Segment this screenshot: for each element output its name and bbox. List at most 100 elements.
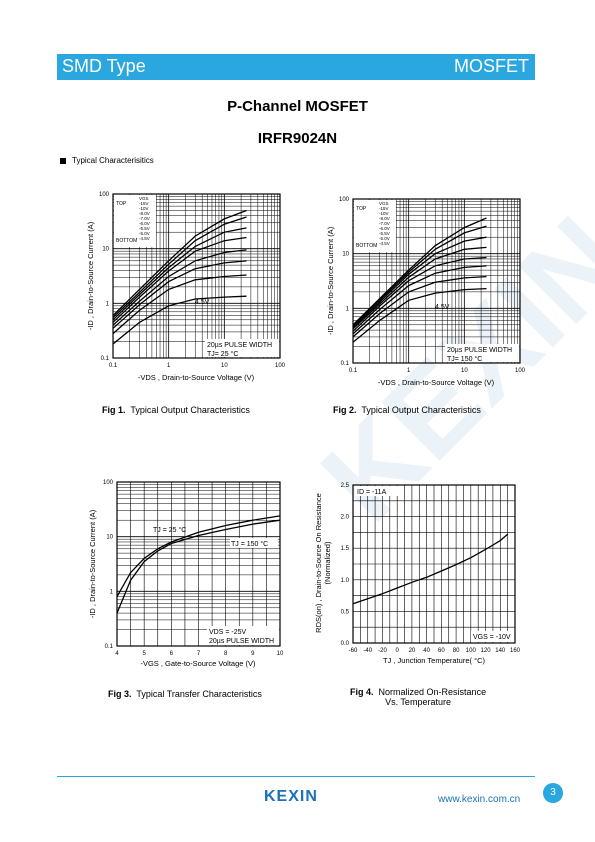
series-line [112, 295, 247, 345]
annotation-id: ID = -11A [357, 489, 387, 496]
legend-head: VGS [139, 196, 149, 201]
note-pulse: 20µs PULSE WIDTH [207, 342, 272, 349]
x-tick-label: 60 [438, 648, 445, 654]
y-tick-label: 0.1 [341, 361, 350, 367]
y-tick-label: 0.1 [101, 356, 110, 362]
bullet-square-icon [60, 157, 66, 164]
series-line [112, 249, 247, 326]
footer-url[interactable]: www.kexin.com.cn [438, 794, 521, 805]
x-tick-label: 7 [197, 651, 201, 657]
header-left: SMD Type [62, 56, 146, 76]
x-tick-label: 80 [453, 648, 460, 654]
section-heading: Typical Characterisitics [60, 156, 154, 165]
series-line [352, 275, 487, 338]
note-vds: VDS = -25V [209, 629, 246, 636]
legend-top: TOP [116, 201, 127, 207]
legend-vgs: -6.0V [379, 226, 390, 231]
legend-vgs: -5.5V [379, 231, 390, 236]
x-tick-label: 100 [466, 648, 477, 654]
series-label-150c: TJ = 150 °C [231, 540, 268, 548]
y-tick-label: 0.1 [105, 644, 114, 650]
legend-vgs: -4.5V [139, 236, 150, 241]
annotation-vgs: 4.5V [435, 304, 450, 311]
y-tick-label: 0.5 [341, 609, 350, 615]
legend-vgs: -15V [139, 201, 149, 206]
kexin-logo: KEXIN [264, 788, 318, 805]
series-line [116, 515, 281, 597]
part-number: IRFR9024N [257, 130, 338, 147]
legend-vgs: -5.5V [139, 226, 150, 231]
legend-head: VGS [379, 201, 389, 206]
legend-bottom: BOTTOM [356, 243, 377, 249]
legend-vgs: -4.5V [379, 241, 390, 246]
legend-vgs: -10V [379, 211, 389, 216]
chart-3: 4 5 6 7 8 9 10 0.1 1 10 100 TJ = 25 °C TJ = 150 °C VD… [88, 480, 284, 668]
x-tick-label: -40 [363, 648, 372, 654]
plot-frame [352, 484, 516, 644]
x-tick-label: 160 [510, 648, 521, 654]
series-line [112, 216, 247, 318]
y-axis-label: -ID , Drain-to-Source Current (A) [88, 509, 97, 618]
series-line [112, 209, 247, 316]
x-tick-label: 1 [167, 363, 171, 369]
series-line [352, 236, 487, 328]
x-tick-label: 0.1 [349, 368, 358, 374]
y-tick-label: 1 [346, 306, 350, 312]
plot-frame [112, 193, 281, 359]
note-bg [207, 626, 279, 645]
legend-vgs: -8.0V [139, 211, 150, 216]
y-tick-label: 10 [102, 247, 109, 253]
x-tick-label: 40 [423, 648, 430, 654]
y-tick-label: 1 [106, 301, 110, 307]
plot-frame [352, 198, 521, 364]
x-tick-label: 1 [407, 368, 411, 374]
legend-vgs: -5.0V [139, 231, 150, 236]
caption-fig3: Fig 3. Typical Transfer Characteristics [108, 689, 262, 699]
y-tick-label: 0.0 [341, 641, 350, 647]
series-line [352, 256, 487, 332]
annotation-vgs: 4.5V [195, 299, 210, 306]
series-line [352, 246, 487, 330]
footer-divider [57, 776, 535, 777]
x-tick-label: 9 [251, 651, 255, 657]
note-tj: TJ= 150 °C [447, 355, 482, 363]
note-bg [205, 339, 279, 357]
y-tick-label: 1.0 [341, 578, 350, 584]
series-line [352, 265, 487, 335]
note-bg [445, 344, 519, 362]
plot-frame [116, 481, 281, 647]
series-line [116, 519, 281, 614]
legend-vgs: -7.0V [379, 221, 390, 226]
x-tick-label: 10 [277, 651, 284, 657]
series-line [112, 227, 247, 321]
caption-fig2: Fig 2. Typical Output Characteristics [333, 405, 481, 415]
y-tick-label: 100 [99, 192, 110, 198]
x-tick-label: 0 [396, 648, 400, 654]
y-tick-label: 1.5 [341, 546, 350, 552]
x-tick-label: 0.1 [109, 363, 118, 369]
caption-fig1: Fig 1. Typical Output Characteristics [102, 405, 250, 415]
y-tick-label: 2.0 [341, 515, 350, 521]
x-tick-label: 10 [461, 368, 468, 374]
caption-fig4: Fig 4. Normalized On-Resistance Vs. Tempe… [350, 687, 487, 707]
x-tick-label: 10 [221, 363, 228, 369]
note-tj: TJ= 25 °C [207, 350, 238, 358]
legend-vgs: -6.0V [139, 221, 150, 226]
page-number: 3 [543, 783, 563, 803]
y-tick-label: 10 [342, 252, 349, 258]
x-tick-label: 100 [275, 363, 286, 369]
y-axis-label: -ID , Drain-to-Source Current (A) [86, 221, 95, 330]
x-tick-label: -20 [378, 648, 387, 654]
y-tick-label: 100 [103, 480, 114, 486]
series-line [352, 533, 509, 605]
series-line [352, 225, 487, 327]
x-axis-label: -VDS , Drain-to-Source Voltage (V) [138, 373, 255, 382]
note-pulse: 20µs PULSE WIDTH [209, 638, 274, 645]
header-banner: SMD Type MOSFET [57, 54, 535, 80]
legend-vgs: -7.0V [139, 216, 150, 221]
x-axis-label: -VGS , Gate-to-Source Voltage (V) [140, 659, 256, 668]
y-tick-label: 2.5 [341, 483, 350, 489]
chart-1: 0.1 1 10 100 0.1 1 10 100 TOP VGS-15V-10V-8.0V-7.… [86, 192, 286, 382]
series-line [352, 287, 487, 343]
y-tick-label: 1 [110, 589, 114, 595]
